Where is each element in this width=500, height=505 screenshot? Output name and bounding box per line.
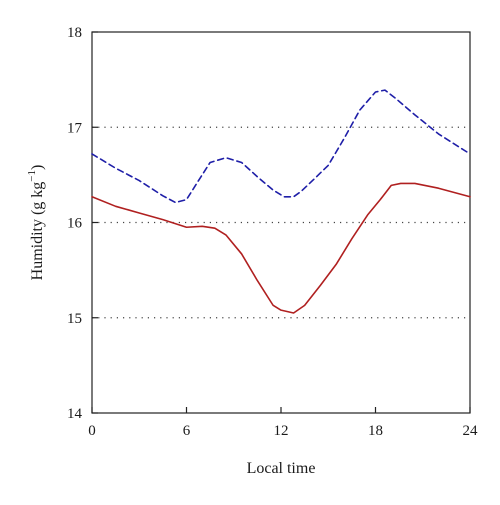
tick-labels: 0 6 12 18 24 14 15 16 17 18 <box>67 25 478 439</box>
x-tick-label: 6 <box>183 423 191 439</box>
series-line-solid <box>91 182 471 314</box>
series-line-dashed <box>91 89 471 204</box>
series-lines <box>91 89 471 314</box>
x-tick-label: 18 <box>368 423 383 439</box>
y-axis-title-exponent: −1 <box>26 170 38 182</box>
y-tick-label: 17 <box>67 120 83 136</box>
x-tick-label: 12 <box>274 423 289 439</box>
y-tick-label: 18 <box>67 25 82 41</box>
y-tick-label: 16 <box>67 216 83 232</box>
x-tick-label: 24 <box>463 423 479 439</box>
y-tick-label: 14 <box>67 406 83 422</box>
y-axis-title: Humidity (g kg−1) <box>26 165 46 281</box>
y-tick-label: 15 <box>67 311 82 327</box>
x-axis-title: Local time <box>247 460 316 477</box>
y-axis-title-main: Humidity (g kg <box>29 182 46 281</box>
axis-ticks <box>91 31 471 414</box>
x-tick-label: 0 <box>88 423 96 439</box>
y-axis-title-close: ) <box>29 165 46 170</box>
gridlines <box>92 126 470 319</box>
